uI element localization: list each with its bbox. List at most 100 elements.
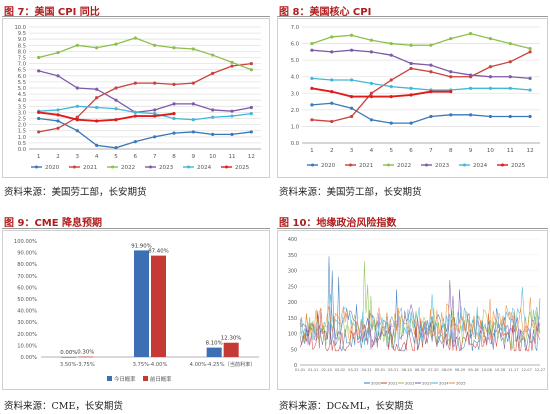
fig10-xtick-label: 11-17 — [508, 368, 518, 372]
fig7-series-2021-line — [38, 62, 252, 133]
fig7-series-2022-point — [37, 55, 41, 60]
fig10-series-2023-line — [299, 279, 541, 350]
fig9-ytick-label: 10.00% — [17, 343, 37, 349]
fig8-series-2022-point — [528, 46, 532, 51]
fig8-series-2020-point — [310, 103, 314, 107]
fig7-series-2025-point — [56, 113, 60, 117]
fig9-svg: 0.00% 10.00% 20.00% 30.00% 40.00% 50.00% 60.00… — [14, 239, 259, 383]
fig7-series-2025-point — [133, 114, 137, 118]
fig7-title-rule — [2, 16, 270, 17]
fig7-xtick-label: 10 — [209, 154, 217, 160]
fig9-ytick-label: 90.00% — [17, 251, 37, 257]
fig7-legend-marker-2021 — [73, 165, 76, 169]
fig9-bar-前日概率 — [223, 342, 239, 357]
fig10-xtick-label: 06-30 — [415, 368, 426, 372]
fig7-series-2020-point — [37, 116, 41, 121]
fig8-series-2023-point — [488, 75, 493, 79]
fig8-ytick-label: 0.0 — [291, 141, 299, 147]
fig9-data-label: 0.00% — [60, 350, 77, 356]
fig8-series-2025-point — [409, 93, 413, 97]
fig7-series-2023-line — [38, 70, 252, 114]
fig8-series-2020-point — [488, 114, 493, 119]
fig8-legend-marker-2021 — [349, 163, 352, 167]
fig10-xtick-label: 08-09 — [441, 368, 452, 372]
fig10-xtick-label: 03-22 — [348, 368, 358, 372]
fig7-series-2023-point — [56, 74, 60, 78]
fig8-series-2020-point — [349, 106, 354, 110]
fig9-ytick-label: 40.00% — [17, 309, 37, 315]
fig7-xtick-label: 9 — [192, 154, 196, 160]
fig7-series-2022-point — [172, 46, 176, 50]
fig8-series-2024-line — [311, 77, 531, 91]
fig7-series-2024-point — [153, 112, 157, 116]
fig8-xtick-label: 6 — [409, 148, 413, 154]
fig8-series-2025-point — [349, 95, 354, 99]
fig9-data-label: 91.90% — [131, 243, 152, 249]
fig8-series-2025-point — [369, 95, 374, 99]
fig10-xtick-label: 01-01 — [295, 368, 305, 372]
fig8-series-2022-point — [330, 35, 334, 39]
fig7-series-2023-point — [191, 102, 195, 106]
fig8-series-2022-point — [488, 37, 493, 41]
fig7-ytick-label: 3.0 — [18, 110, 26, 116]
fig7-series-2020-point — [56, 119, 60, 123]
fig7-ytick-label: 8.5 — [18, 43, 26, 49]
fig9-ytick-label: 70.00% — [17, 274, 37, 280]
fig8-series-2023-point — [349, 48, 354, 52]
fig8-series-2020-point — [468, 113, 473, 117]
fig10-xtick-label: 12-07 — [521, 368, 531, 372]
fig7-legend-marker-2024 — [187, 165, 190, 169]
fig9-ytick-label: 0.00% — [21, 355, 38, 361]
fig7-legend-marker-2022 — [111, 165, 114, 169]
fig8-series-2023-point — [508, 75, 512, 79]
fig9-legend-label-前日概率: 前日概率 — [150, 375, 172, 383]
fig7-ytick-label: 9.0 — [18, 37, 26, 43]
fig7-series-2024-line — [38, 105, 252, 121]
fig7-legend-label-2023: 2023 — [159, 165, 174, 171]
fig7-series-2020-point — [95, 143, 99, 147]
fig7-series-2024-point — [172, 116, 176, 121]
fig7-ytick-label: 2.0 — [18, 123, 26, 129]
fig7-ytick-label: 7.5 — [18, 56, 26, 62]
fig8-series-2024-point — [468, 86, 473, 90]
fig7-title: 图 7：美国 CPI 同比 — [4, 7, 100, 18]
fig7-series-2022-point — [211, 53, 215, 57]
fig7-series-2025-point — [75, 118, 79, 122]
fig7-series-2025-point — [114, 118, 118, 122]
fig10-xtick-label: 05-21 — [388, 368, 398, 372]
fig9-data-label: 8.10% — [206, 341, 223, 347]
fig7-xtick-label: 12 — [248, 154, 255, 160]
fig8-series-2023-point — [389, 53, 393, 57]
fig8-legend-label-2023: 2023 — [435, 163, 450, 169]
fig8-legend-marker-2020 — [311, 163, 314, 167]
fig8-series-2022-point — [310, 41, 314, 46]
fig8-series-2024-point — [389, 85, 393, 89]
fig9-bar-今日概率 — [61, 357, 77, 358]
fig9-legend-swatch-前日概率 — [143, 376, 148, 381]
fig8-series-2021-point — [349, 114, 354, 119]
fig8-series-2020-point — [330, 101, 334, 105]
fig7-series-2023-point — [153, 108, 157, 112]
fig7-series-2022-point — [56, 51, 60, 55]
fig7-series-2025-point — [153, 114, 157, 118]
fig8-series-2022-point — [468, 32, 473, 36]
fig7-legend-label-2025: 2025 — [235, 165, 250, 171]
fig7-series-2021-point — [211, 71, 215, 75]
fig7-legend-marker-2023 — [149, 165, 152, 169]
fig10-xtick-label: 08-29 — [455, 368, 466, 372]
fig9-ytick-label: 60.00% — [17, 285, 37, 291]
fig7-ytick-label: 8.0 — [18, 49, 26, 55]
fig7-series-2023-point — [211, 108, 215, 112]
fig10-ytick-label: 350 — [288, 253, 297, 259]
fig8-series-2021-point — [429, 70, 433, 74]
fig7-series-2023-point — [230, 109, 234, 113]
fig8-chart: 0.0 1.0 2.0 3.0 4.0 5.0 6.0 7.0 1 2 3 4 5 6 7 8 9 10 11 12 2… — [277, 18, 548, 178]
fig7-series-2024-point — [230, 114, 234, 118]
fig8-series-2021-point — [369, 91, 374, 95]
fig9-ytick-label: 50.00% — [17, 297, 37, 303]
fig7-series-2022-point — [191, 47, 195, 51]
fig7-series-2021-point — [37, 130, 41, 134]
fig7-series-2020-point — [249, 130, 253, 134]
fig9-bar-今日概率 — [206, 347, 222, 357]
fig8-series-2025-point — [429, 90, 433, 94]
